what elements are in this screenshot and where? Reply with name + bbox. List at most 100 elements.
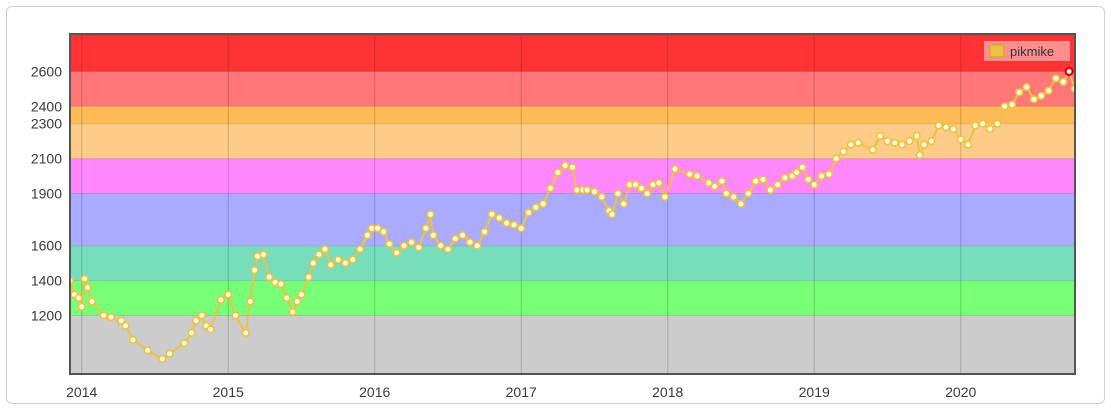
data-point[interactable] xyxy=(480,227,489,236)
data-point[interactable] xyxy=(297,290,306,299)
data-point[interactable] xyxy=(320,245,330,254)
data-point[interactable] xyxy=(773,180,782,189)
data-point[interactable] xyxy=(643,189,652,198)
data-point[interactable] xyxy=(385,239,394,249)
data-point[interactable] xyxy=(1022,83,1031,92)
data-point[interactable] xyxy=(883,137,892,146)
data-point[interactable] xyxy=(197,311,206,320)
data-point[interactable] xyxy=(854,138,863,148)
data-point[interactable] xyxy=(766,185,775,195)
data-point[interactable] xyxy=(502,218,511,228)
data-point[interactable] xyxy=(905,137,914,146)
data-point[interactable] xyxy=(583,185,592,195)
data-point[interactable] xyxy=(1051,74,1061,83)
data-point[interactable] xyxy=(758,175,768,184)
data-point[interactable] xyxy=(241,328,250,337)
data-point[interactable] xyxy=(216,295,225,304)
data-point[interactable] xyxy=(524,208,533,217)
data-point[interactable] xyxy=(282,293,291,303)
data-point[interactable] xyxy=(1059,77,1068,87)
data-point[interactable] xyxy=(949,124,958,134)
legend[interactable]: pikmike xyxy=(984,41,1070,61)
data-point[interactable] xyxy=(810,180,819,189)
data-point[interactable] xyxy=(180,339,189,348)
data-point[interactable] xyxy=(487,210,497,219)
data-point[interactable] xyxy=(117,316,126,325)
data-point[interactable] xyxy=(1015,88,1024,97)
data-point[interactable] xyxy=(985,124,995,134)
data-point[interactable] xyxy=(250,266,259,275)
data-point[interactable] xyxy=(517,224,526,233)
data-point[interactable] xyxy=(495,213,504,222)
data-point[interactable] xyxy=(531,203,540,212)
data-point[interactable] xyxy=(326,260,335,270)
data-point[interactable] xyxy=(1007,100,1017,109)
data-point[interactable] xyxy=(373,224,382,233)
data-point[interactable] xyxy=(553,168,562,177)
data-point[interactable] xyxy=(363,231,372,240)
data-point[interactable] xyxy=(187,328,196,337)
data-point[interactable] xyxy=(619,199,628,209)
data-point[interactable] xyxy=(613,189,623,198)
data-point[interactable] xyxy=(736,199,746,209)
data-point[interactable] xyxy=(780,173,790,182)
data-point[interactable] xyxy=(846,140,855,149)
data-point[interactable] xyxy=(292,297,302,306)
data-point[interactable] xyxy=(792,168,801,177)
data-point[interactable] xyxy=(751,177,760,186)
data-point[interactable] xyxy=(83,283,92,292)
data-point[interactable] xyxy=(121,321,130,331)
data-point[interactable] xyxy=(414,243,423,252)
data-point[interactable] xyxy=(868,145,877,154)
data-point[interactable] xyxy=(568,163,577,172)
data-point[interactable] xyxy=(934,121,943,130)
data-point[interactable] xyxy=(1000,102,1009,111)
data-point[interactable] xyxy=(407,238,416,247)
data-point[interactable] xyxy=(798,163,807,172)
data-point[interactable] xyxy=(224,290,233,299)
data-point[interactable] xyxy=(717,177,727,186)
data-point[interactable] xyxy=(912,131,921,141)
data-point[interactable] xyxy=(348,255,357,264)
data-point[interactable] xyxy=(832,154,841,163)
data-point[interactable] xyxy=(259,250,268,259)
data-point[interactable] xyxy=(722,189,731,198)
data-point[interactable] xyxy=(978,119,987,128)
data-point[interactable] xyxy=(304,273,313,282)
data-point[interactable] xyxy=(74,293,83,303)
data-point[interactable] xyxy=(333,255,343,264)
data-point[interactable] xyxy=(128,335,138,344)
data-point[interactable] xyxy=(77,302,86,311)
data-point[interactable] xyxy=(288,307,297,317)
data-point[interactable] xyxy=(670,164,680,174)
data-point[interactable] xyxy=(143,346,152,355)
data-point[interactable] xyxy=(436,241,445,250)
data-point[interactable] xyxy=(898,140,907,149)
data-point[interactable] xyxy=(704,178,713,188)
data-point[interactable] xyxy=(465,238,475,247)
data-point[interactable] xyxy=(276,279,286,289)
data-point[interactable] xyxy=(927,137,936,146)
data-point[interactable] xyxy=(265,273,274,282)
data-point[interactable] xyxy=(660,192,669,202)
data-point[interactable] xyxy=(80,274,89,283)
data-point[interactable] xyxy=(685,170,694,179)
data-point[interactable] xyxy=(941,123,951,132)
data-point[interactable] xyxy=(158,354,167,364)
data-point[interactable] xyxy=(817,171,826,181)
data-point[interactable] xyxy=(744,189,753,198)
data-point[interactable] xyxy=(231,311,240,320)
data-point[interactable] xyxy=(597,192,606,202)
data-point[interactable] xyxy=(87,297,97,306)
data-point[interactable] xyxy=(443,245,453,254)
data-point[interactable] xyxy=(1029,95,1039,104)
data-point[interactable] xyxy=(804,175,813,184)
data-point[interactable] xyxy=(824,170,833,179)
highlight-point[interactable] xyxy=(1064,66,1074,77)
data-point[interactable] xyxy=(539,199,548,209)
data-point[interactable] xyxy=(971,121,980,130)
data-point[interactable] xyxy=(246,297,255,306)
data-point[interactable] xyxy=(399,241,409,250)
data-point[interactable] xyxy=(355,245,365,254)
data-point[interactable] xyxy=(561,161,570,170)
